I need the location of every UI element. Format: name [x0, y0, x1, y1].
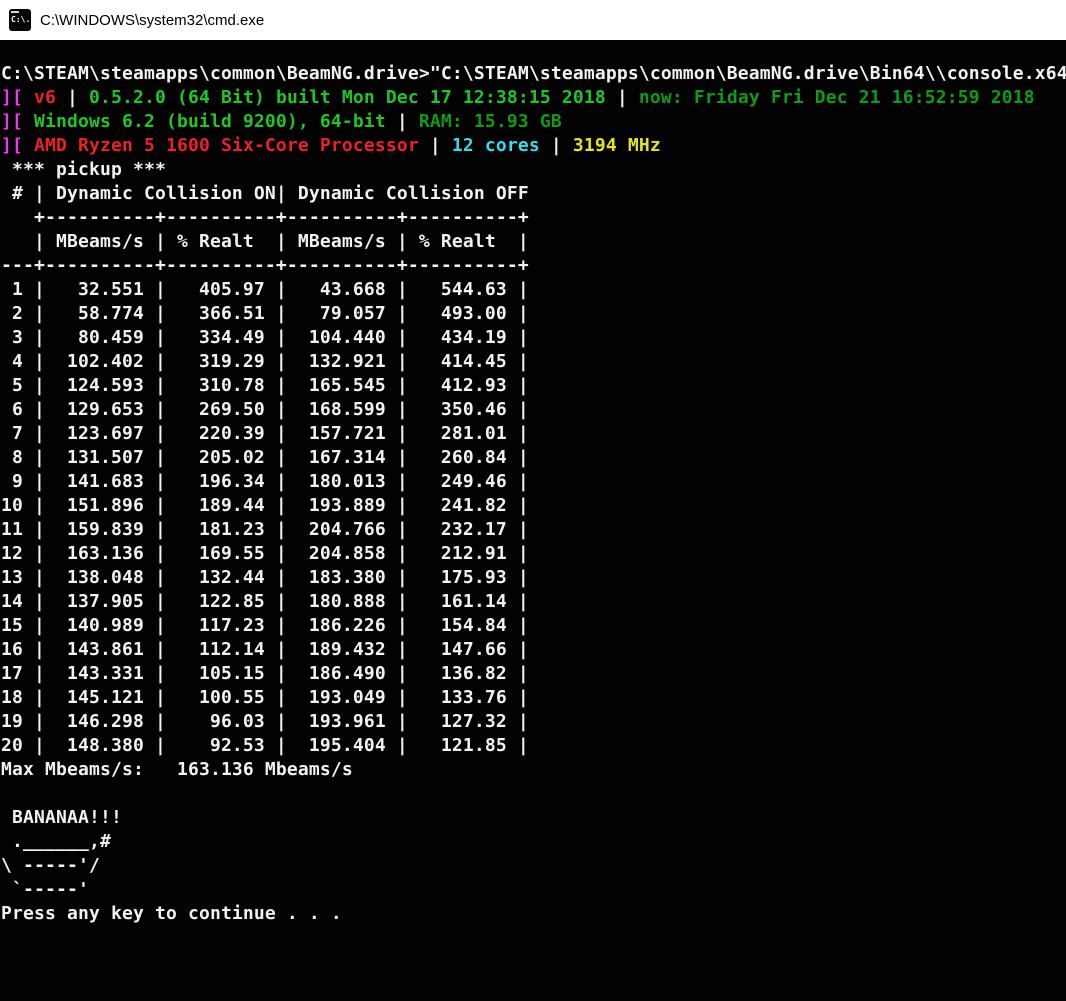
prompt-line: C:\STEAM\steamapps\common\BeamNG.drive>"… — [1, 63, 1066, 84]
table-row: 17 | 143.331 | 105.15 | 186.490 | 136.82… — [1, 663, 529, 684]
window-title: C:\WINDOWS\system32\cmd.exe — [40, 11, 265, 29]
table-row: 15 | 140.989 | 117.23 | 186.226 | 154.84… — [1, 615, 529, 636]
benchmark-title: *** pickup *** — [1, 159, 166, 180]
table-row: 19 | 146.298 | 96.03 | 193.961 | 127.32 … — [1, 711, 529, 732]
table-row: 4 | 102.402 | 319.29 | 132.921 | 414.45 … — [1, 351, 529, 372]
table-row: 7 | 123.697 | 220.39 | 157.721 | 281.01 … — [1, 423, 529, 444]
banana-art-line: `-----' — [1, 879, 89, 900]
table-row: 14 | 137.905 | 122.85 | 180.888 | 161.14… — [1, 591, 529, 612]
titlebar[interactable]: C:\. C:\WINDOWS\system32\cmd.exe — [0, 0, 1066, 40]
banana-art-line: .______,# — [1, 831, 111, 852]
table-row: 8 | 131.507 | 205.02 | 167.314 | 260.84 … — [1, 447, 529, 468]
table-row: 16 | 143.861 | 112.14 | 189.432 | 147.66… — [1, 639, 529, 660]
table-row: 3 | 80.459 | 334.49 | 104.440 | 434.19 | — [1, 327, 529, 348]
table-row: 6 | 129.653 | 269.50 | 168.599 | 350.46 … — [1, 399, 529, 420]
max-beams-line: Max Mbeams/s: 163.136 Mbeams/s — [1, 759, 353, 780]
os-line: ][ Windows 6.2 (build 9200), 64-bit | RA… — [1, 111, 562, 132]
table-row: 11 | 159.839 | 181.23 | 204.766 | 232.17… — [1, 519, 529, 540]
table-row: 12 | 163.136 | 169.55 | 204.858 | 212.91… — [1, 543, 529, 564]
table-row: 5 | 124.593 | 310.78 | 165.545 | 412.93 … — [1, 375, 529, 396]
table-row: 13 | 138.048 | 132.44 | 183.380 | 175.93… — [1, 567, 529, 588]
table-row: 18 | 145.121 | 100.55 | 193.049 | 133.76… — [1, 687, 529, 708]
table-row: 9 | 141.683 | 196.34 | 180.013 | 249.46 … — [1, 471, 529, 492]
table-separator-top: +----------+----------+----------+------… — [1, 207, 529, 228]
banana-title: BANANAA!!! — [1, 807, 122, 828]
cmd-icon-prompt-glyph: C:\. — [11, 15, 31, 24]
cpu-line: ][ AMD Ryzen 5 1600 Six-Core Processor |… — [1, 135, 661, 156]
press-any-key-line: Press any key to continue . . . — [1, 903, 342, 924]
table-column-header: | MBeams/s | % Realt | MBeams/s | % Real… — [1, 231, 529, 252]
table-row: 2 | 58.774 | 366.51 | 79.057 | 493.00 | — [1, 303, 529, 324]
banana-art-line: \ -----'/ — [1, 855, 100, 876]
table-row: 1 | 32.551 | 405.97 | 43.668 | 544.63 | — [1, 279, 529, 300]
table-row: 20 | 148.380 | 92.53 | 195.404 | 121.85 … — [1, 735, 529, 756]
table-group-header: # | Dynamic Collision ON| Dynamic Collis… — [1, 183, 529, 204]
table-separator-mid: ---+----------+----------+----------+---… — [1, 255, 529, 276]
console-output[interactable]: C:\STEAM\steamapps\common\BeamNG.drive>"… — [0, 40, 1066, 1001]
blank-line — [1, 782, 1066, 806]
cmd-icon-titlebar — [11, 11, 19, 13]
table-row: 10 | 151.896 | 189.44 | 193.889 | 241.82… — [1, 495, 529, 516]
cmd-icon[interactable]: C:\. — [9, 9, 31, 31]
version-line: ][ v6 | 0.5.2.0 (64 Bit) built Mon Dec 1… — [1, 87, 1035, 108]
